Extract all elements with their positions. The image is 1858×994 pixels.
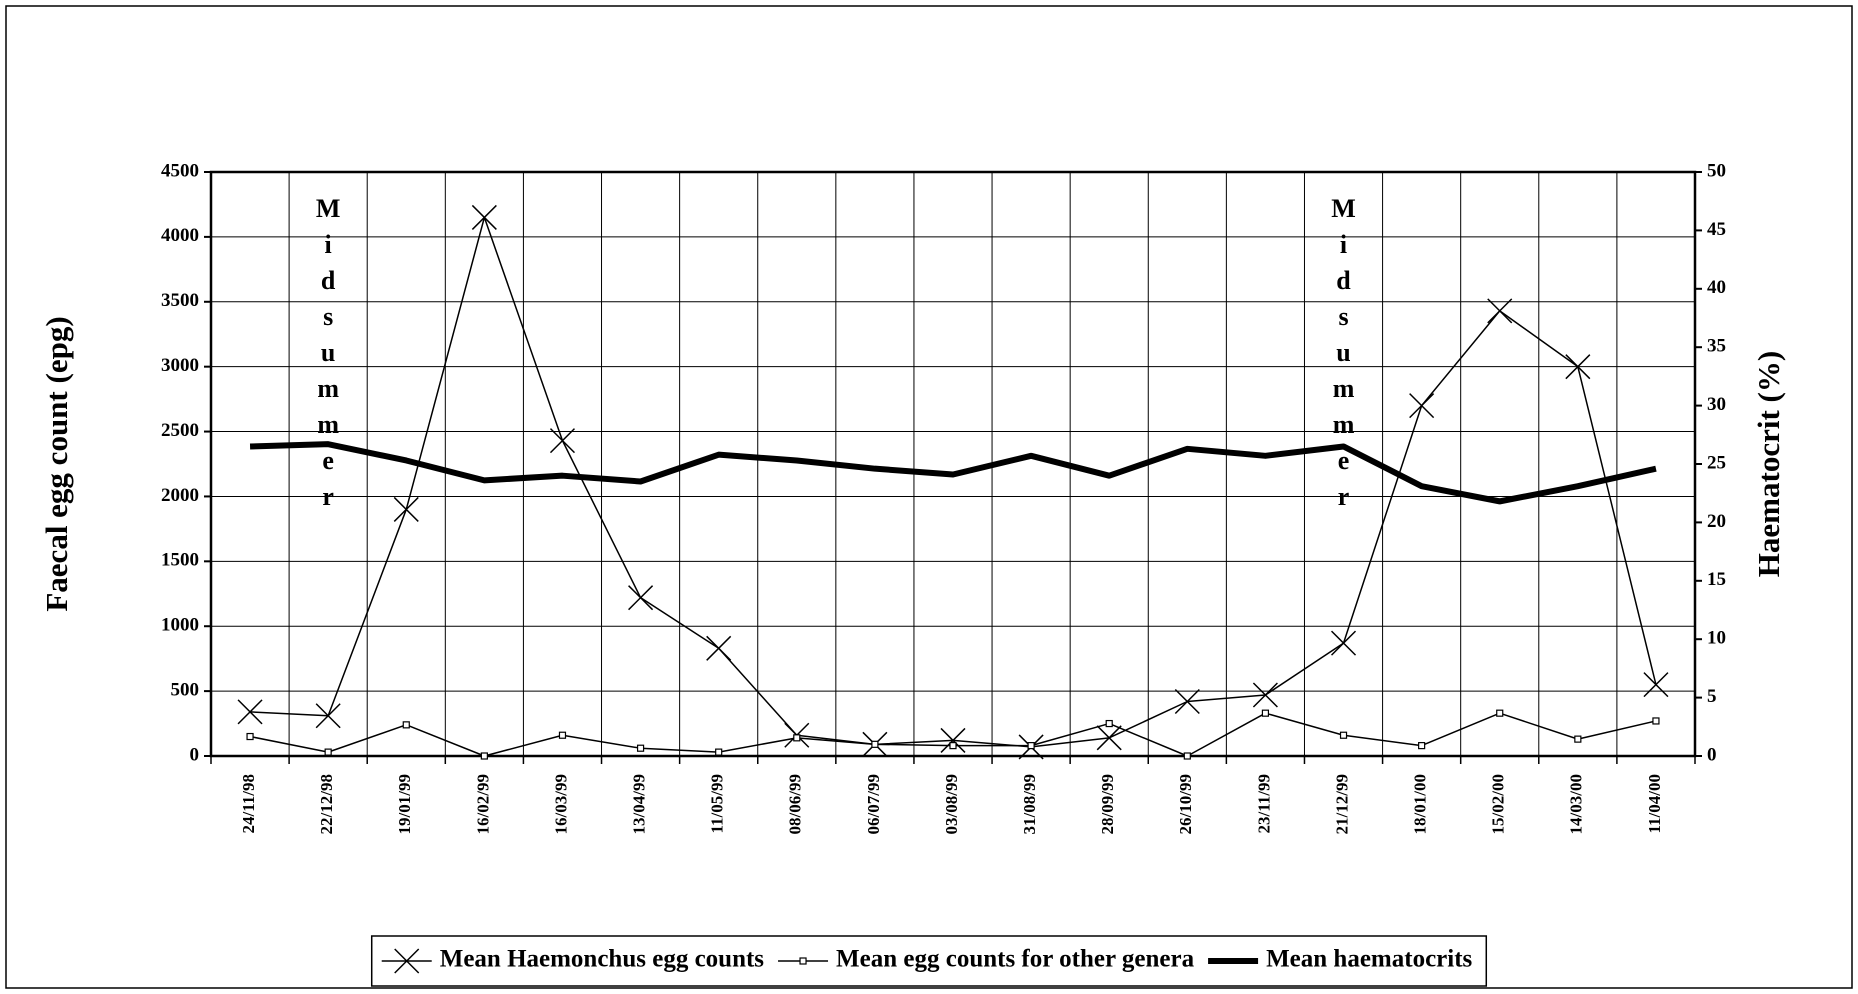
square-marker <box>1339 731 1348 739</box>
y-axis-title: Faecal egg count (epg) <box>39 316 74 611</box>
x-tick-label: 28/09/99 <box>1098 774 1117 834</box>
square-marker <box>1027 742 1035 750</box>
y-tick-label: 1500 <box>161 550 199 571</box>
square-marker <box>1418 742 1426 750</box>
x-tick-label: 08/06/99 <box>786 774 805 834</box>
y2-tick-label: 50 <box>1707 160 1726 181</box>
x-marker <box>237 699 263 725</box>
x-tick-label: 06/07/99 <box>864 774 883 834</box>
x-marker <box>549 428 576 454</box>
y-tick-label: 3500 <box>161 290 199 311</box>
square-marker <box>1652 717 1660 725</box>
square-marker <box>246 732 254 741</box>
x-marker <box>1565 354 1591 380</box>
y2-tick-label: 15 <box>1707 569 1726 590</box>
y2-tick-label: 5 <box>1707 686 1717 707</box>
x-tick-label: 14/03/00 <box>1567 774 1586 834</box>
x-tick-label: 11/05/99 <box>708 774 727 834</box>
y-tick-label: 2500 <box>161 420 199 441</box>
legend-label: Mean haematocrits <box>1266 946 1472 973</box>
square-marker <box>558 731 567 739</box>
y2-tick-label: 0 <box>1707 744 1717 765</box>
y2-tick-label: 35 <box>1707 336 1726 357</box>
legend-label: Mean egg counts for other genera <box>836 946 1195 973</box>
x-marker <box>1330 630 1357 656</box>
x-marker <box>1174 688 1200 715</box>
square-marker <box>1496 709 1504 717</box>
y-tick-label: 1000 <box>161 615 199 636</box>
legend: Mean Haemonchus egg counts Mean egg count… <box>370 935 1488 987</box>
square-marker <box>799 957 807 965</box>
series-line <box>250 216 1657 748</box>
x-marker <box>315 703 341 729</box>
chart-border <box>5 5 1853 989</box>
x-marker <box>1487 298 1513 324</box>
x-tick-label: 24/11/98 <box>239 774 258 834</box>
x-marker <box>1643 672 1669 698</box>
x-marker <box>940 727 966 753</box>
square-marker <box>1105 719 1113 728</box>
x-marker <box>1409 393 1435 419</box>
x-tick-label: 31/08/99 <box>1020 774 1039 834</box>
plot-frame <box>209 170 1697 758</box>
square-marker <box>1183 752 1191 760</box>
x-tick-label: 11/04/00 <box>1645 774 1664 834</box>
y2-axis-title: Haematocrit (%) <box>1751 351 1786 577</box>
y2-tick-label: 10 <box>1707 628 1726 649</box>
square-marker <box>949 742 957 750</box>
square-marker <box>1261 709 1270 717</box>
square-marker <box>636 744 645 752</box>
x-tick-label: 21/12/99 <box>1332 774 1351 834</box>
x-marker <box>1252 682 1278 708</box>
square-marker <box>1574 735 1582 743</box>
y-tick-label: 500 <box>171 679 200 700</box>
y2-tick-label: 25 <box>1707 452 1726 473</box>
square-marker <box>715 748 723 756</box>
series-line <box>249 441 1657 505</box>
y2-tick-label: 45 <box>1707 219 1726 240</box>
square-marker <box>480 752 488 760</box>
x-marker <box>393 496 419 522</box>
legend-box <box>370 935 1488 987</box>
x-tick-label: 22/12/98 <box>317 774 336 834</box>
square-marker <box>324 748 332 756</box>
y-tick-label: 0 <box>190 744 200 765</box>
x-tick-label: 19/01/99 <box>395 774 414 834</box>
x-tick-label: 03/08/99 <box>942 774 961 834</box>
square-marker <box>402 721 410 729</box>
x-tick-label: 15/02/00 <box>1489 774 1508 834</box>
x-marker <box>628 585 654 611</box>
x-marker <box>1096 725 1122 751</box>
y2-tick-label: 40 <box>1707 277 1726 298</box>
y-tick-label: 4500 <box>161 160 199 181</box>
x-marker <box>471 204 497 230</box>
square-marker <box>793 734 801 742</box>
legend-label: Mean Haemonchus egg counts <box>440 946 765 973</box>
x-tick-label: 18/01/00 <box>1411 774 1430 834</box>
square-marker <box>871 740 879 748</box>
series-line <box>249 712 1657 757</box>
x-marker <box>394 948 420 974</box>
x-tick-label: 23/11/99 <box>1254 774 1273 834</box>
x-tick-label: 16/02/99 <box>473 774 492 834</box>
x-tick-label: 16/03/99 <box>551 774 570 834</box>
y2-tick-label: 30 <box>1707 394 1726 415</box>
y2-tick-label: 20 <box>1707 511 1726 532</box>
x-tick-label: 13/04/99 <box>629 774 648 834</box>
x-tick-label: 26/10/99 <box>1176 774 1195 834</box>
y-tick-label: 4000 <box>161 225 199 246</box>
y-tick-label: 3000 <box>161 355 199 376</box>
x-marker <box>706 635 732 661</box>
y-tick-label: 2000 <box>161 485 199 506</box>
